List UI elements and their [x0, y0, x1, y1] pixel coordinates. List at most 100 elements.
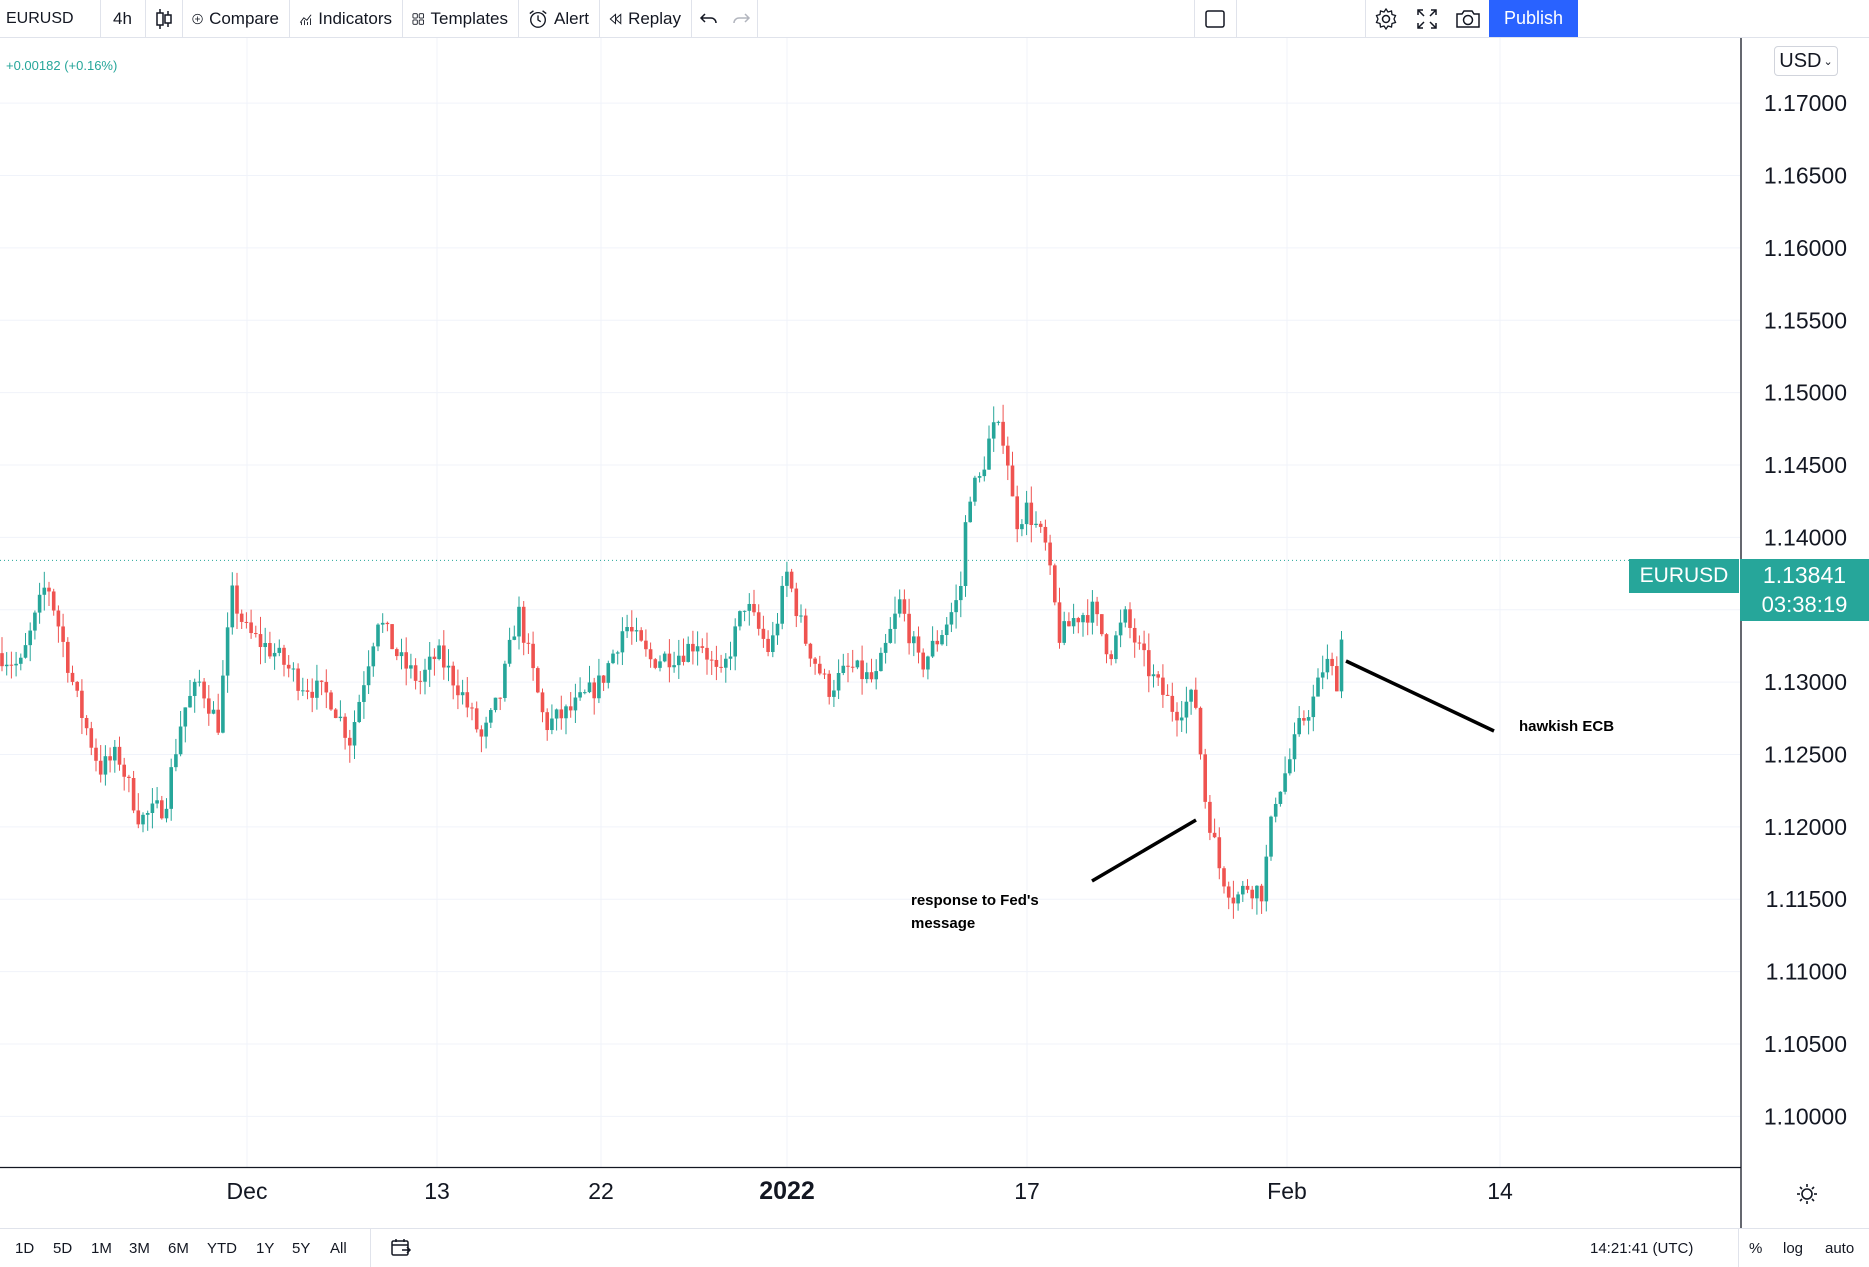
candle[interactable]	[150, 788, 155, 829]
candle[interactable]	[1325, 644, 1330, 680]
candle[interactable]	[451, 661, 455, 700]
candle[interactable]	[258, 616, 263, 665]
chart-area[interactable]: 1.17000 1.16500 1.16000 1.15500 1.15000 1.145…	[0, 38, 1869, 1228]
candle[interactable]	[376, 623, 380, 652]
candle[interactable]	[907, 598, 911, 655]
candle[interactable]	[380, 613, 385, 633]
candle[interactable]	[66, 637, 70, 683]
candle[interactable]	[521, 601, 526, 656]
candle[interactable]	[517, 596, 521, 650]
candle[interactable]	[625, 614, 629, 638]
fed-annotation-line[interactable]	[1091, 818, 1197, 883]
candle[interactable]	[0, 637, 4, 672]
candle[interactable]	[564, 704, 568, 735]
candle[interactable]	[874, 659, 878, 690]
candle[interactable]	[19, 653, 23, 671]
replay-button[interactable]: Replay	[599, 0, 691, 37]
candle[interactable]	[677, 639, 681, 679]
candle[interactable]	[813, 656, 817, 675]
candle[interactable]	[606, 660, 611, 689]
candle[interactable]	[404, 637, 408, 686]
candle[interactable]	[51, 588, 56, 616]
range-button-all[interactable]: All	[330, 1239, 347, 1257]
candle[interactable]	[573, 683, 578, 724]
candle[interactable]	[832, 679, 836, 707]
candle[interactable]	[634, 617, 639, 642]
candle[interactable]	[1250, 885, 1254, 910]
candle[interactable]	[747, 593, 752, 626]
candle[interactable]	[221, 660, 225, 734]
candle[interactable]	[1161, 664, 1165, 708]
candle[interactable]	[1175, 702, 1179, 737]
candle[interactable]	[465, 677, 470, 718]
candle[interactable]	[1288, 748, 1292, 776]
candle[interactable]	[940, 629, 944, 646]
candle[interactable]	[211, 701, 216, 715]
candle[interactable]	[733, 618, 737, 671]
candle[interactable]	[921, 648, 925, 678]
candle[interactable]	[155, 787, 159, 809]
candle[interactable]	[338, 700, 343, 722]
candle[interactable]	[1306, 710, 1311, 735]
candle[interactable]	[789, 568, 794, 593]
candle[interactable]	[1269, 815, 1273, 861]
publish-button[interactable]: Publish	[1489, 0, 1578, 37]
candle[interactable]	[409, 653, 413, 679]
candle[interactable]	[9, 651, 14, 679]
candle[interactable]	[658, 655, 662, 672]
settings-button[interactable]	[1365, 0, 1406, 37]
candle[interactable]	[324, 669, 329, 709]
candle[interactable]	[1090, 590, 1095, 635]
candle[interactable]	[705, 632, 709, 675]
candle[interactable]	[1241, 880, 1245, 902]
range-button-6m[interactable]: 6M	[168, 1239, 189, 1257]
candle[interactable]	[752, 589, 756, 616]
compare-button[interactable]: Compare	[182, 0, 289, 37]
candle[interactable]	[771, 621, 775, 658]
candle[interactable]	[1118, 609, 1123, 648]
candle[interactable]	[23, 633, 28, 659]
candle[interactable]	[879, 647, 883, 672]
candle[interactable]	[893, 596, 897, 644]
candle[interactable]	[944, 617, 949, 647]
candle[interactable]	[991, 406, 996, 452]
candle[interactable]	[578, 677, 582, 701]
candle[interactable]	[160, 795, 164, 820]
range-button-1y[interactable]: 1Y	[256, 1239, 275, 1257]
candle[interactable]	[536, 666, 540, 694]
candle[interactable]	[545, 708, 549, 741]
candle[interactable]	[113, 739, 117, 773]
candle[interactable]	[230, 572, 235, 635]
candle[interactable]	[554, 708, 559, 731]
candle[interactable]	[1095, 596, 1099, 626]
candle[interactable]	[131, 770, 136, 814]
candle[interactable]	[1179, 700, 1184, 732]
fed-annotation-text[interactable]: response to Fed's message	[911, 889, 1039, 935]
goto-date-button[interactable]	[390, 1229, 412, 1267]
candle[interactable]	[474, 701, 479, 733]
candle[interactable]	[1020, 519, 1024, 537]
candle[interactable]	[587, 665, 592, 694]
candle[interactable]	[1067, 612, 1071, 627]
candle[interactable]	[681, 638, 686, 666]
candle[interactable]	[662, 651, 667, 663]
candle[interactable]	[1123, 606, 1128, 628]
candle[interactable]	[136, 793, 141, 829]
range-button-5y[interactable]: 5Y	[292, 1239, 311, 1257]
candle[interactable]	[639, 627, 643, 642]
candle[interactable]	[597, 658, 601, 704]
candle[interactable]	[897, 589, 902, 618]
candle[interactable]	[1259, 883, 1264, 914]
candle[interactable]	[493, 697, 498, 713]
candle[interactable]	[865, 662, 869, 684]
candle[interactable]	[418, 670, 423, 695]
candle[interactable]	[996, 420, 1001, 426]
candle[interactable]	[80, 679, 84, 735]
candle[interactable]	[37, 582, 42, 624]
candle[interactable]	[1006, 436, 1010, 481]
candle[interactable]	[225, 612, 230, 693]
candle[interactable]	[700, 638, 705, 654]
candle[interactable]	[822, 668, 827, 680]
candle[interactable]	[1010, 451, 1015, 497]
ecb-annotation-line[interactable]	[1345, 659, 1495, 733]
